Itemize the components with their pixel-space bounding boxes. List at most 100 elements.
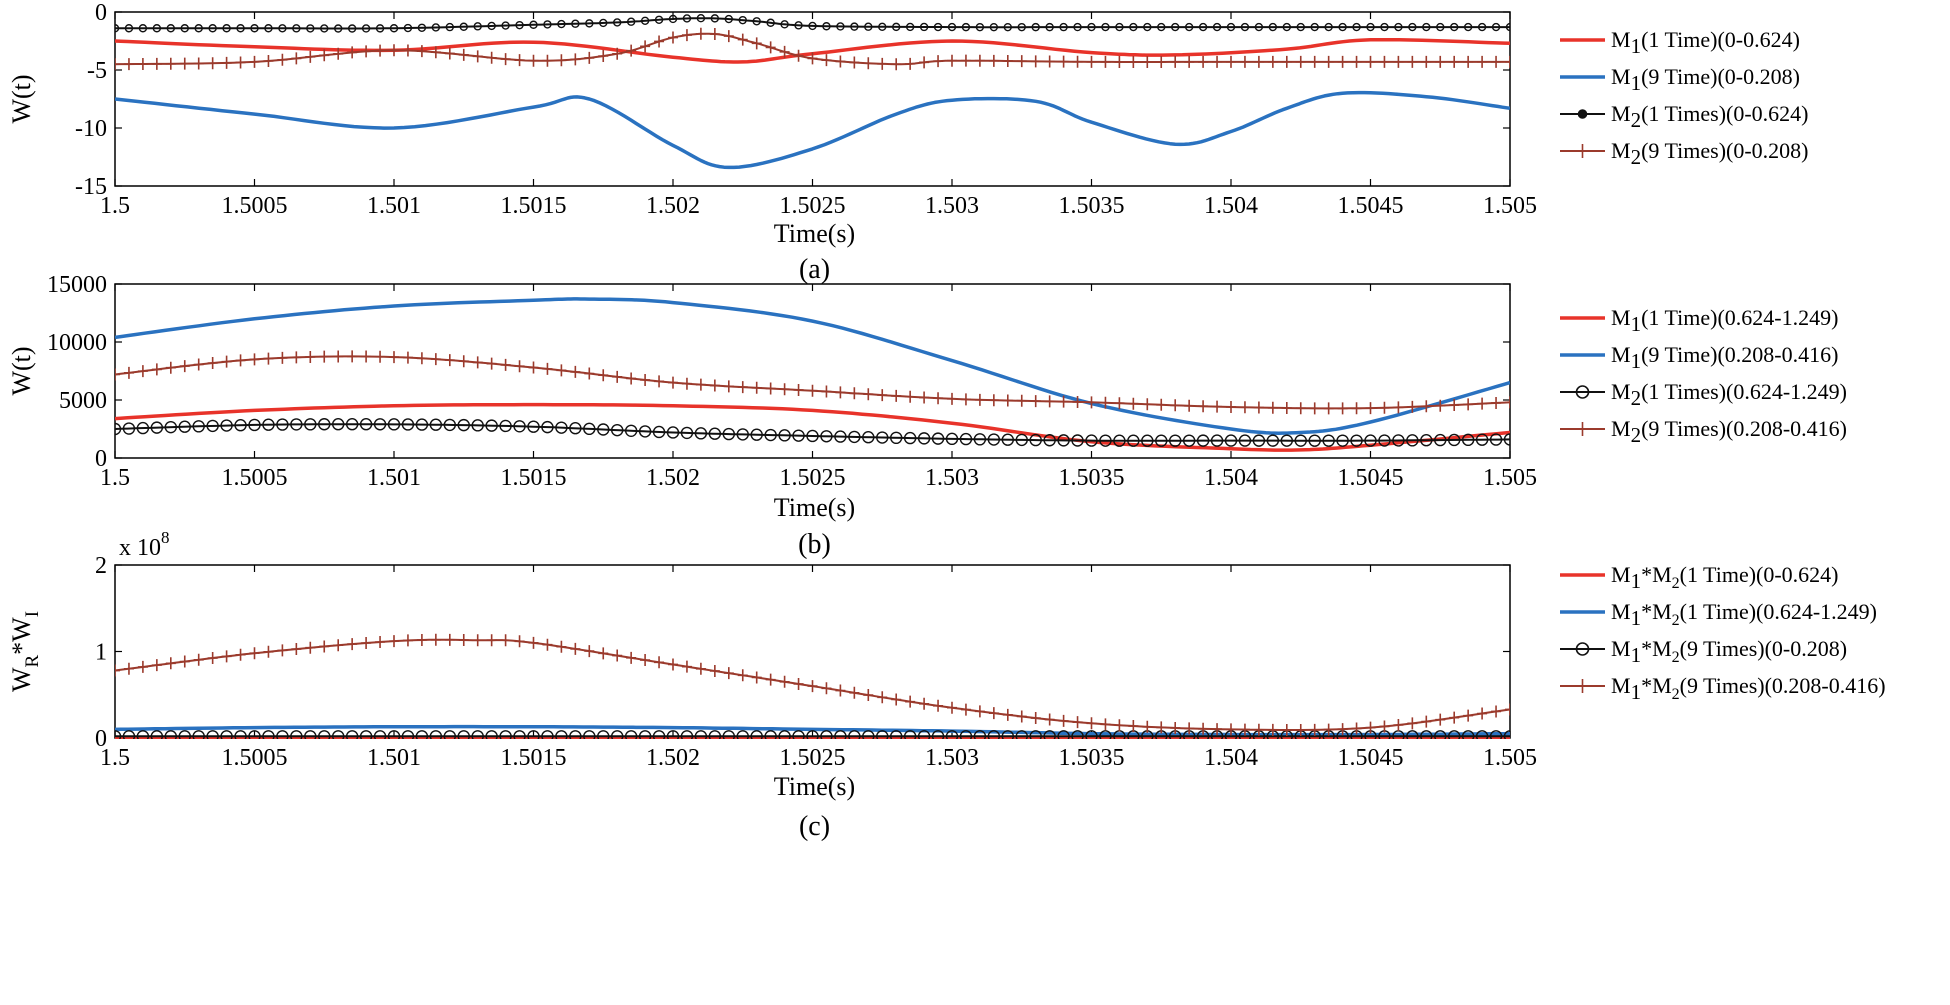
series-marker [528,636,539,649]
series-marker [681,377,692,390]
series-marker [1503,730,1510,739]
series-marker [668,658,678,671]
series-marker [695,662,706,675]
series-marker [903,431,917,445]
series-marker [1156,55,1167,68]
series-marker [486,51,497,64]
series-marker [1226,723,1236,736]
series-marker [277,644,288,657]
series-marker [974,705,985,718]
series-marker [960,54,971,67]
series-marker [1226,22,1236,32]
series-marker [668,376,678,389]
series-marker [1170,399,1181,412]
series-marker [694,730,708,739]
series-marker [652,730,666,739]
series-marker [1044,713,1055,726]
series-marker [1226,400,1236,413]
series-marker [304,418,317,431]
series-marker [708,730,722,739]
series-marker [1073,22,1082,32]
series-marker [933,392,944,405]
series-marker [137,365,148,378]
series-marker [1449,55,1460,68]
series-marker [373,730,387,739]
series-marker [1156,721,1167,734]
series-marker [1155,434,1168,447]
series-marker [430,353,441,366]
series-marker [1184,55,1195,68]
series-marker [250,24,259,33]
series-marker [835,55,846,68]
series-marker [1015,433,1028,447]
series-line-1 [115,402,1510,452]
series-marker [1364,434,1377,447]
x-tick-label: 1.502 [646,745,700,771]
y-tick-label: 5000 [59,388,107,414]
series-marker [1505,396,1510,409]
series-marker [527,420,540,433]
series-marker [1240,22,1250,32]
series-marker [638,425,652,438]
series-marker [542,638,553,651]
x-tick-label: 1.5015 [501,465,567,491]
series-marker [903,730,917,739]
series-marker [1447,433,1461,447]
series-marker [415,730,429,739]
series-marker [1505,703,1510,716]
series-marker [724,14,733,24]
series-marker [500,634,511,647]
series-marker [694,427,708,440]
series-marker [959,730,973,739]
series-marker [722,730,735,739]
series-marker [178,420,191,433]
series-marker [1057,730,1070,739]
series-marker [1085,730,1098,739]
series-marker [1184,399,1195,412]
x-tick-label: 1.5 [100,745,130,771]
series-marker [115,24,120,33]
series-marker [1017,22,1026,32]
series-marker [1309,723,1320,736]
series-marker [1308,434,1321,447]
series-marker [500,53,511,66]
series-marker [457,730,470,739]
series-line-2 [115,90,1510,170]
series-marker [947,701,957,714]
series-marker [1057,434,1070,447]
x-tick-label: 1.5005 [222,745,288,771]
series-marker [807,52,818,65]
series-marker [737,33,748,46]
series-marker [115,58,120,71]
series-marker [793,383,804,396]
series-marker [919,391,930,404]
y-axis-label: WR*WI [7,611,43,692]
series-marker [276,730,289,739]
series-marker [332,418,345,431]
series-marker [598,647,609,660]
x-tick-label: 1.5035 [1059,193,1125,219]
series-marker [1043,730,1056,739]
series-line-3 [115,423,1510,442]
legend-marker [1576,422,1589,436]
x-tick-label: 1.5025 [780,193,846,219]
series-marker [723,380,734,393]
series-marker [1461,433,1475,447]
series-marker [137,57,148,70]
series-marker [598,369,609,382]
series-marker [905,695,916,708]
series-marker [835,684,846,697]
series-marker [779,675,790,688]
series-marker [1281,724,1292,737]
series-marker [276,418,289,431]
series-marker [1157,22,1166,32]
series-marker [499,730,512,739]
series-marker [345,730,359,739]
series-marker [1086,717,1097,730]
series-marker [1505,22,1510,32]
series-marker [1477,397,1488,410]
series-marker [612,47,623,60]
x-tick-label: 1.5035 [1059,745,1125,771]
series-marker [750,428,763,441]
series-marker [1001,433,1014,446]
